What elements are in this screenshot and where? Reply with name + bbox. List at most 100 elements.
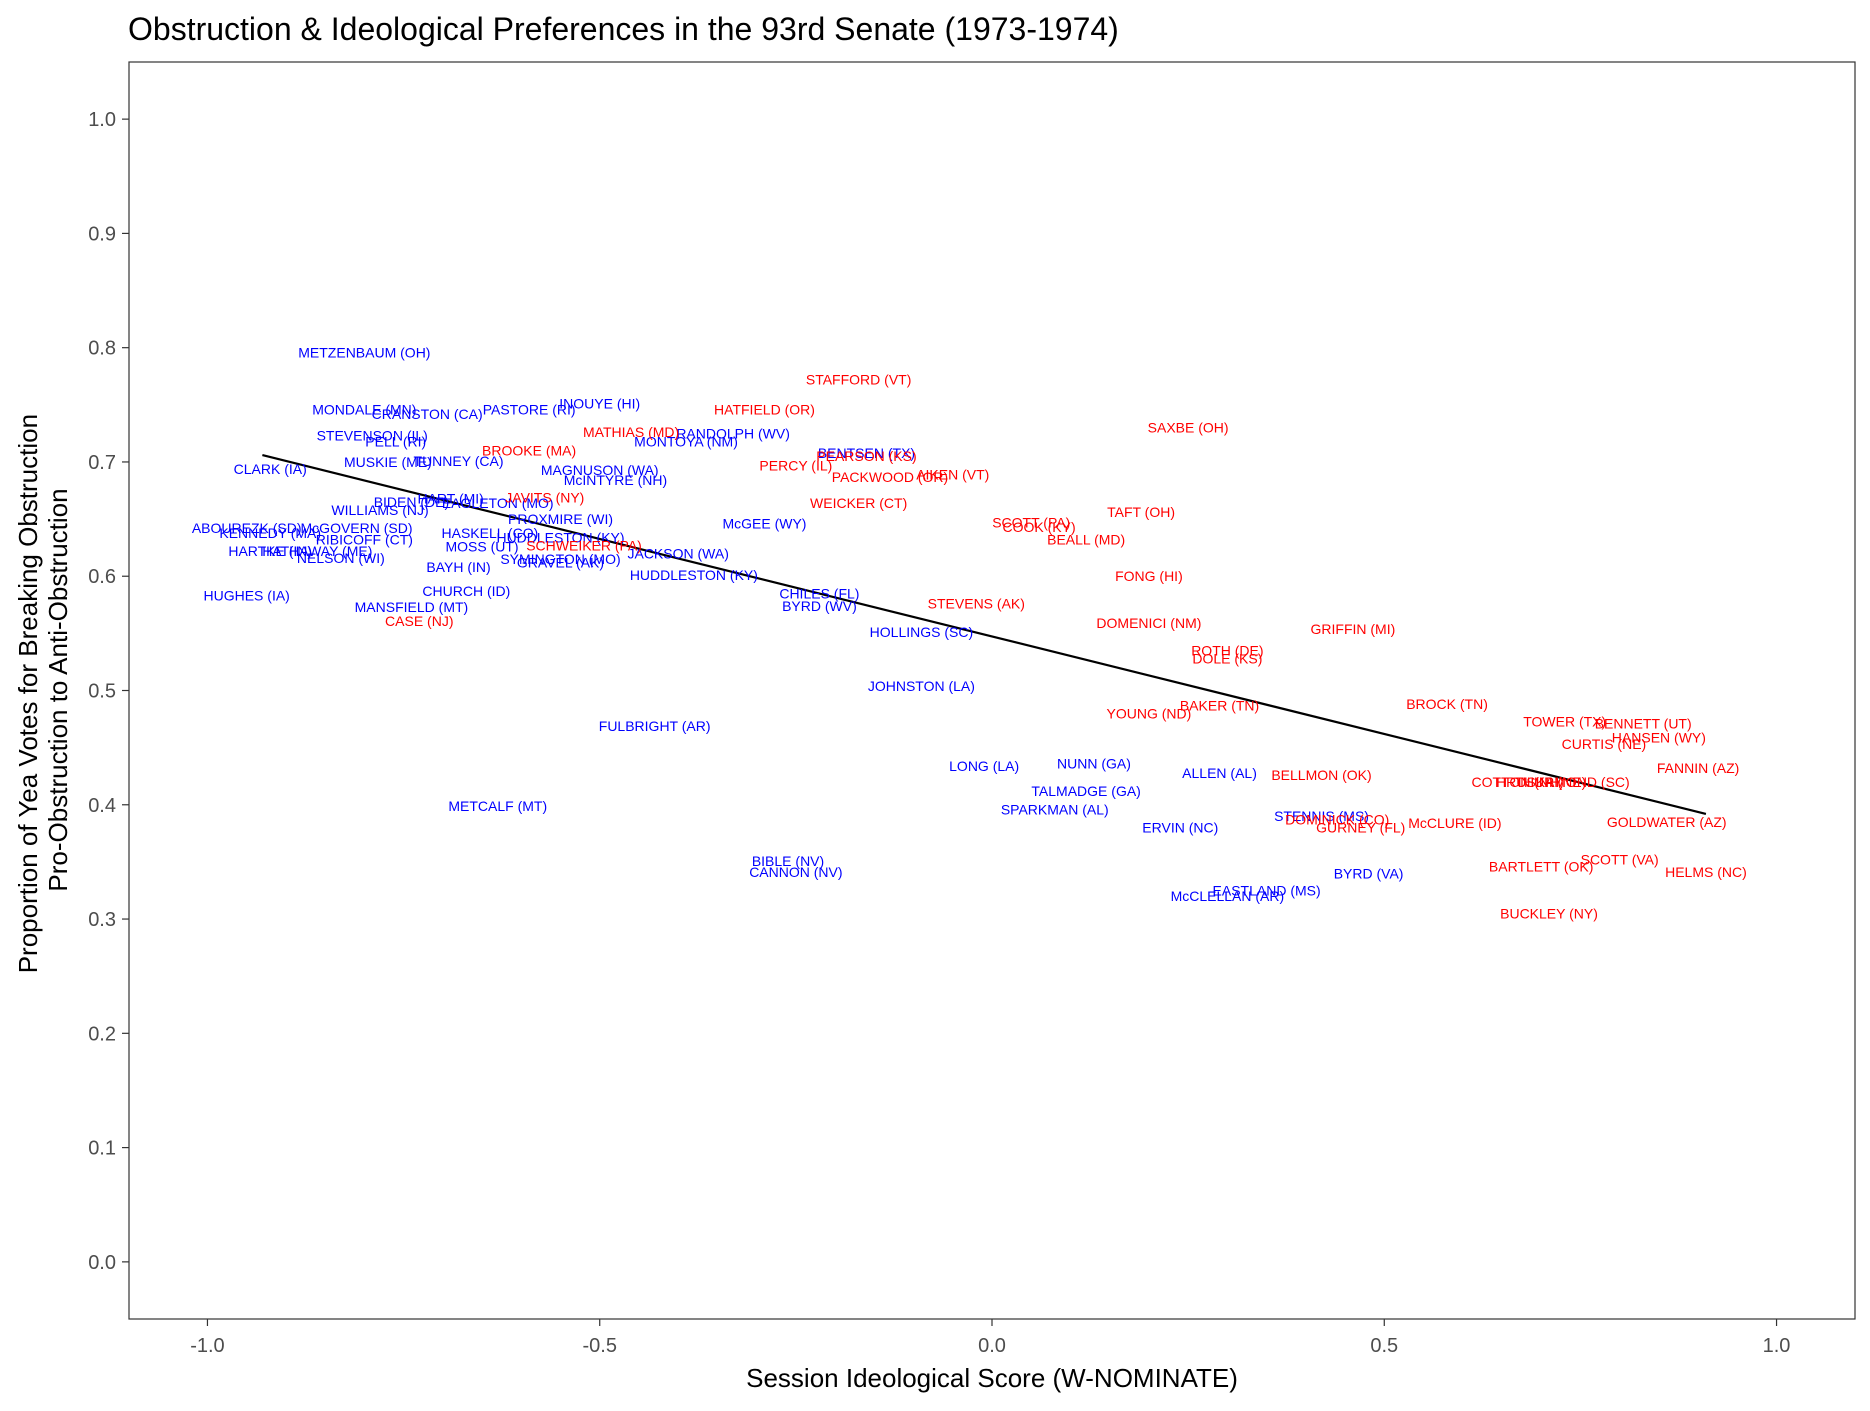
senator-point-label: PACKWOOD (OR): [832, 469, 948, 485]
senator-point-label: BELLMON (OK): [1271, 767, 1371, 783]
x-tick-label: 0.5: [1370, 1335, 1398, 1357]
senator-point-label: LONG (LA): [949, 758, 1019, 774]
x-axis: -1.0 -0.5 0.0 0.5 1.0: [190, 1319, 1790, 1357]
senator-point-label: EASTLAND (MS): [1213, 882, 1321, 898]
senator-point-label: CHILES (FL): [779, 585, 859, 601]
plot-panel: [128, 61, 1856, 1320]
senator-point-label: BUCKLEY (NY): [1500, 905, 1598, 921]
senator-point-label: BENNETT (UT): [1595, 716, 1692, 732]
y-tick-label: 0.8: [88, 338, 116, 360]
senator-point-label: McGEE (WY): [722, 516, 806, 532]
x-tick-label: 0.0: [978, 1335, 1006, 1357]
senator-point-label: DOMENICI (NM): [1096, 615, 1201, 631]
senator-point-label: HART (MI): [417, 491, 483, 507]
fit-line-layer: [262, 454, 1707, 815]
senator-point-label: ROTH (DE): [1191, 643, 1263, 659]
senator-point-label: CURTIS (NE): [1562, 736, 1647, 752]
points-layer: METZENBAUM (OH) MONDALE (MN)CRANSTON (CA)…: [192, 344, 1747, 921]
senator-point-label: MONTOYA (NM): [634, 433, 738, 449]
x-axis-title: Session Ideological Score (W-NOMINATE): [746, 1363, 1238, 1393]
senator-point-label: YOUNG (ND): [1107, 705, 1192, 721]
senator-point-label: AIKEN (VT): [916, 467, 989, 483]
senator-point-label: BAYH (IN): [426, 559, 490, 575]
y-axis-title-line-1: Proportion of Yea Votes for Breaking Obs…: [13, 414, 43, 973]
senator-point-label: WEICKER (CT): [810, 495, 907, 511]
senator-point-label: SPARKMAN (AL): [1001, 801, 1109, 817]
senator-point-label: SCOTT (VA): [1581, 852, 1659, 868]
senator-point-label: JOHNSTON (LA): [868, 678, 975, 694]
senator-point-label: MUSKIE (ME): [344, 454, 432, 470]
senator-point-label: ABOUREZK (SD): [192, 520, 302, 536]
senator-point-label: HOLLINGS (SC): [870, 624, 973, 640]
y-axis-title: Proportion of Yea Votes for Breaking Obs…: [13, 407, 73, 974]
senator-point-label: BIBLE (NV): [752, 853, 824, 869]
senator-point-label: WILLIAMS (NJ): [331, 502, 428, 518]
senator-point-label: FANNIN (AZ): [1657, 760, 1739, 776]
senator-point-label: SAXBE (OH): [1148, 420, 1229, 436]
senator-point-label: MATHIAS (MD): [583, 424, 679, 440]
senator-point-label: DOLE (KS): [1192, 651, 1262, 667]
senator-point-label: TAFT (OH): [1107, 504, 1175, 520]
senator-point-label: EAGLETON (MO): [442, 495, 554, 511]
senator-point-label: ERVIN (NC): [1142, 820, 1218, 836]
senator-point-label: TOWER (TX): [1523, 713, 1606, 729]
senator-point-label: PEARSON (KS): [816, 448, 916, 464]
senator-point-label: BROOKE (MA): [482, 443, 576, 459]
x-tick-label: 1.0: [1763, 1335, 1791, 1357]
senator-point-label: MAGNUSON (WA): [541, 462, 659, 478]
senator-point-label: SCHWEIKER (PA): [526, 537, 642, 553]
senator-point-label: INOUYE (HI): [559, 396, 640, 412]
senator-point-label: STAFFORD (VT): [806, 372, 912, 388]
senator-point-label: TUNNEY (CA): [414, 453, 504, 469]
senator-point-label: CANNON (NV): [749, 864, 842, 880]
senator-point-label: CRANSTON (CA): [372, 406, 483, 422]
senator-point-label: RIBICOFF (CT): [316, 532, 413, 548]
y-tick-label: 0.2: [88, 1023, 116, 1045]
senator-point-label: McGOVERN (SD): [301, 520, 413, 536]
senator-point-label: PASTORE (RI): [483, 401, 576, 417]
senator-point-label: PERCY (IL): [759, 457, 832, 473]
senator-point-label: BROCK (TN): [1406, 696, 1488, 712]
y-tick-label: 0.4: [88, 795, 116, 817]
senator-point-label: DOMINICK (CO): [1285, 812, 1389, 828]
senator-point-label: MOSS (UT): [445, 539, 518, 555]
senator-point-label: FULBRIGHT (AR): [599, 718, 711, 734]
senator-point-label: HRUSKA (NE): [1496, 774, 1586, 790]
senator-point-label: HUDDLESTON (KY): [496, 529, 624, 545]
senator-point-label: SYMINGTON (MO): [500, 551, 620, 567]
x-tick-label: -0.5: [582, 1335, 616, 1357]
y-tick-label: 0.7: [88, 452, 116, 474]
senator-point-label: COTTON (NH): [1471, 774, 1563, 790]
senator-point-label: STENNIS (MS): [1274, 808, 1369, 824]
senator-point-label: McCLURE (ID): [1408, 815, 1501, 831]
senator-point-label: BARTLETT (OK): [1489, 858, 1594, 874]
senator-point-label: HATHAWAY (ME): [262, 543, 372, 559]
y-tick-label: 0.1: [88, 1138, 116, 1160]
y-tick-label: 0.5: [88, 681, 116, 703]
senator-point-label: NELSON (WI): [297, 550, 385, 566]
senator-point-label: STEVENS (AK): [928, 596, 1025, 612]
senator-point-label: PELL (RI): [365, 433, 426, 449]
y-axis: 0.0 0.1 0.2 0.3 0.4 0.5 0.6 0.7 0.8 0.9 1.0: [88, 109, 129, 1274]
senator-point-label: THURMOND (SC): [1515, 774, 1629, 790]
senator-point-label: CASE (NJ): [385, 613, 453, 629]
y-tick-label: 0.3: [88, 909, 116, 931]
y-axis-title-line-2: Pro-Obstruction to Anti-Obstruction: [43, 488, 73, 891]
senator-point-label: ALLEN (AL): [1182, 765, 1257, 781]
senator-point-label: METCALF (MT): [448, 798, 547, 814]
senator-point-label: HELMS (NC): [1665, 864, 1747, 880]
y-tick-label: 1.0: [88, 109, 116, 131]
senator-point-label: HANSEN (WY): [1612, 729, 1706, 745]
senator-point-label: PROXMIRE (WI): [508, 511, 613, 527]
senator-point-label: GRAVEL (AK): [517, 555, 604, 571]
senator-point-label: HUGHES (IA): [204, 588, 290, 604]
senator-point-label: BEALL (MD): [1047, 532, 1125, 548]
chart-title: Obstruction & Ideological Preferences in…: [128, 11, 1119, 47]
senator-point-label: TALMADGE (GA): [1031, 783, 1140, 799]
y-tick-label: 0.6: [88, 566, 116, 588]
senator-point-label: BIDEN (DE): [374, 494, 449, 510]
senator-point-label: KENNEDY (MA): [219, 525, 321, 541]
senator-point-label: COOK (KY): [1003, 519, 1076, 535]
